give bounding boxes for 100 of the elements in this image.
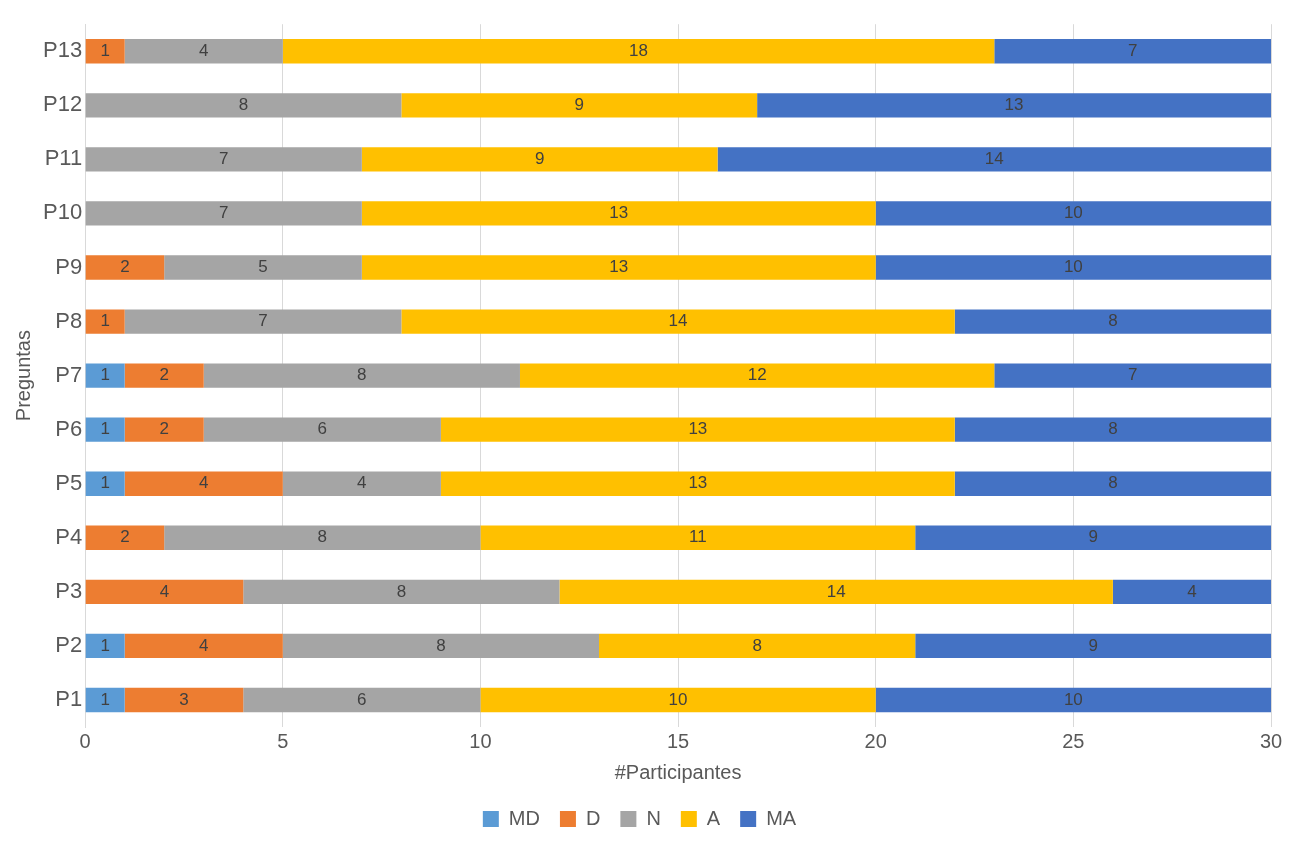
data-label: 11	[689, 527, 707, 547]
bar	[361, 147, 718, 172]
bar	[401, 93, 758, 118]
bar	[85, 201, 362, 226]
data-label: 8	[752, 635, 762, 655]
y-tick-label: P1	[55, 686, 83, 712]
y-tick-label: P8	[55, 307, 83, 333]
data-label: 1	[100, 689, 110, 709]
bar	[599, 633, 916, 659]
bar	[994, 363, 1271, 388]
y-tick-label: P7	[55, 361, 83, 387]
bar	[85, 255, 165, 280]
bar	[954, 309, 1271, 334]
x-tick-label: 15	[666, 729, 690, 752]
data-label: 10	[1063, 689, 1083, 709]
bar	[282, 633, 600, 659]
bar	[203, 417, 441, 442]
data-label: 10	[1063, 257, 1083, 277]
data-label: 1	[100, 311, 110, 331]
data-label: 14	[826, 581, 846, 601]
bar	[875, 255, 1271, 280]
bar	[480, 687, 876, 713]
bar	[164, 255, 362, 280]
bar	[85, 93, 402, 118]
data-label: 8	[1108, 419, 1118, 439]
data-label: 1	[100, 40, 110, 60]
legend-label: A	[706, 806, 721, 829]
data-label: 14	[984, 149, 1004, 169]
bar	[875, 201, 1271, 226]
data-label: 2	[120, 527, 130, 547]
bar	[559, 579, 1113, 605]
data-label: 18	[629, 40, 648, 60]
data-label: 7	[258, 311, 268, 331]
data-label: 13	[609, 203, 629, 223]
bar	[994, 39, 1271, 64]
x-axis-title: #Participantes	[614, 760, 742, 783]
bar	[243, 687, 481, 713]
data-label: 4	[199, 635, 209, 655]
legend-label: MD	[508, 806, 540, 829]
x-tick-label: 10	[469, 729, 492, 752]
data-label: 10	[1063, 203, 1083, 223]
data-label: 2	[120, 257, 130, 277]
data-label: 1	[100, 635, 110, 655]
data-label: 8	[238, 94, 249, 114]
data-label: 4	[199, 40, 209, 60]
y-tick-label: P13	[42, 37, 83, 63]
legend-label: D	[585, 806, 601, 829]
legend-label: N	[646, 806, 661, 829]
x-tick-label: 30	[1259, 729, 1283, 752]
data-label: 9	[574, 94, 584, 114]
bar	[757, 93, 1271, 118]
data-label: 6	[317, 419, 328, 439]
x-tick-label: 20	[864, 729, 887, 752]
data-label: 8	[436, 635, 446, 655]
bar	[85, 417, 125, 442]
bar	[1112, 579, 1271, 605]
data-label: 10	[668, 689, 688, 709]
bar	[85, 525, 165, 550]
bar	[164, 525, 481, 550]
bar	[361, 201, 876, 226]
bar	[124, 687, 244, 713]
bar	[282, 471, 441, 496]
data-label: 9	[534, 149, 545, 169]
y-tick-label: P6	[55, 415, 83, 441]
y-tick-label: P9	[55, 253, 83, 279]
bar	[954, 471, 1271, 496]
y-axis-title: Preguntas	[11, 330, 34, 422]
y-tick-label: P2	[55, 631, 83, 657]
bar	[124, 363, 204, 388]
data-label: 7	[1127, 365, 1138, 385]
data-label: 2	[159, 419, 169, 439]
y-tick-label: P5	[55, 469, 83, 495]
bar	[124, 633, 283, 659]
data-label: 4	[357, 473, 367, 493]
x-tick-label: 0	[79, 729, 91, 752]
bar	[85, 633, 125, 659]
data-label: 8	[396, 581, 407, 601]
bar	[85, 363, 125, 388]
y-tick-label: P3	[55, 577, 83, 603]
bar	[124, 417, 204, 442]
data-label: 8	[357, 365, 367, 385]
data-label: 14	[668, 311, 688, 331]
data-label: 1	[100, 419, 110, 439]
bar	[85, 579, 244, 605]
data-label: 4	[199, 473, 209, 493]
x-tick-label: 5	[277, 729, 289, 752]
bar	[124, 39, 283, 64]
data-label: 8	[317, 527, 328, 547]
data-label: 4	[159, 581, 170, 601]
data-label: 2	[159, 365, 169, 385]
y-tick-label: P10	[42, 199, 83, 225]
bar	[361, 255, 876, 280]
data-label: 7	[219, 203, 229, 223]
bar	[203, 363, 520, 388]
bar	[85, 147, 362, 172]
data-label: 9	[1088, 527, 1098, 547]
data-label: 1	[100, 365, 110, 385]
bar	[243, 579, 560, 605]
bar	[875, 687, 1271, 713]
data-label: 7	[219, 149, 229, 169]
